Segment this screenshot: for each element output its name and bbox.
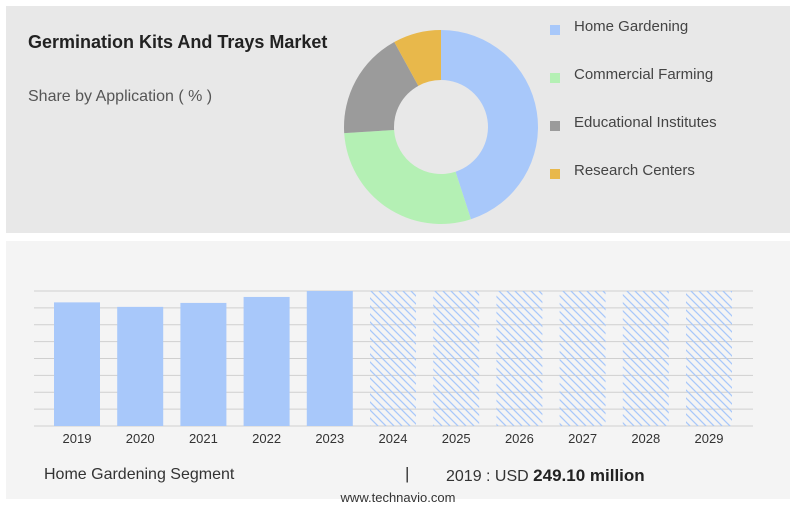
footer-segment-label: Home Gardening Segment — [44, 466, 235, 483]
chart-subtitle: Share by Application ( % ) — [28, 88, 213, 105]
watermark: www.technavio.com — [340, 490, 456, 505]
x-tick-label: 2021 — [189, 431, 218, 446]
legend-swatch — [550, 121, 560, 131]
bar-2020 — [117, 306, 164, 426]
forecast-bar-2025 — [433, 291, 480, 426]
legend-swatch — [550, 25, 560, 35]
donut-chart — [344, 30, 538, 224]
legend-label: Educational Institutes — [574, 114, 717, 131]
forecast-bar-2028 — [622, 291, 669, 426]
x-tick-label: 2024 — [379, 431, 408, 446]
footer-value-amount: 249.10 million — [533, 466, 645, 485]
x-tick-label: 2029 — [695, 431, 724, 446]
donut-slice-commercial-farming — [344, 129, 471, 224]
donut-slice-educational-institutes — [344, 41, 419, 134]
legend-swatch — [550, 73, 560, 83]
footer-value: 2019 : USD 249.10 million — [446, 466, 645, 486]
forecast-bar-2024 — [370, 291, 416, 426]
footer-value-prefix: 2019 : USD — [446, 468, 529, 485]
donut-slice-research-centers — [394, 30, 441, 86]
donut-slice-home-gardening — [441, 30, 538, 220]
x-tick-label: 2026 — [505, 431, 534, 446]
bar-2021 — [180, 302, 227, 426]
forecast-bar-2029 — [686, 291, 732, 426]
x-tick-label: 2019 — [63, 431, 92, 446]
bar-2023 — [306, 291, 353, 426]
forecast-bar-2027 — [559, 291, 606, 426]
bar-2022 — [243, 296, 290, 426]
legend-swatch — [550, 169, 560, 179]
bar-2019 — [54, 302, 100, 426]
footer-separator: | — [405, 464, 410, 483]
x-tick-label: 2020 — [126, 431, 155, 446]
chart-title: Germination Kits And Trays Market — [28, 32, 328, 52]
legend-label: Commercial Farming — [574, 66, 714, 83]
x-tick-label: 2025 — [442, 431, 471, 446]
legend-label: Research Centers — [574, 162, 695, 179]
forecast-bar-2026 — [496, 291, 543, 426]
x-tick-label: 2028 — [631, 431, 660, 446]
x-tick-label: 2027 — [568, 431, 597, 446]
x-tick-label: 2023 — [315, 431, 344, 446]
x-tick-label: 2022 — [252, 431, 281, 446]
legend-label: Home Gardening — [574, 18, 689, 35]
